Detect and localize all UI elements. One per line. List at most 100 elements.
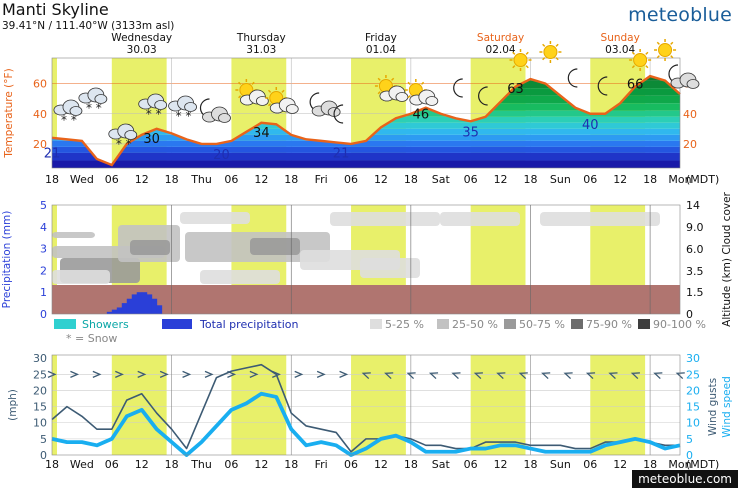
wind-tick-right: 20 <box>686 384 700 397</box>
sun-cloud-icon <box>379 85 409 102</box>
temp-frame <box>51 57 681 169</box>
precip-bar <box>156 305 163 314</box>
cloud-cover-patch <box>52 232 95 238</box>
temp-tick-left: 20 <box>33 138 47 151</box>
precip-bar <box>151 298 158 314</box>
daylight-band <box>52 205 57 314</box>
time-tick: Sat <box>432 173 451 186</box>
time-tick: 06 <box>464 173 478 186</box>
time-tick: 18 <box>165 173 179 186</box>
temp-label: 66 <box>627 78 644 93</box>
total-precip-swatch <box>162 319 192 329</box>
wind-direction-arrow <box>272 370 281 378</box>
wind-tick-right: 0 <box>686 449 693 462</box>
wind-panel: 0 0 5 5 10 10 15 15 20 20 25 25 30 30 (mph) Wind gusts W… <box>7 352 733 462</box>
day-name: Sunday <box>600 32 640 44</box>
precip-tick: 4 <box>40 221 47 234</box>
daylight-band <box>111 355 167 455</box>
time-tick: 06 <box>105 458 119 471</box>
wind-direction-arrow <box>182 370 192 378</box>
wind-direction-arrow <box>294 370 304 378</box>
time-tick: 18 <box>45 173 59 186</box>
wind-direction-arrow <box>518 372 528 380</box>
temp-tick-left: 40 <box>33 108 47 121</box>
wind-tick-left: 20 <box>33 384 47 397</box>
temp-label: 21 <box>333 146 350 161</box>
wind-direction-arrow <box>204 370 214 378</box>
precip-bar <box>121 303 128 314</box>
time-unit: (MDT) <box>686 173 719 186</box>
cloud-cover-label: 25-50 % <box>452 318 498 331</box>
brand-logo[interactable]: meteoblue <box>628 4 732 26</box>
moon-cloud-icon <box>670 72 700 89</box>
time-axis-top: 18 Wed 06 12 18 Thu 06 12 18 Fri 06 12 18 Sat 06 12 18 Su… <box>45 173 719 186</box>
time-tick: 06 <box>224 173 238 186</box>
gust-axis-label: Wind gusts <box>707 378 719 436</box>
time-tick: Wed <box>70 173 94 186</box>
altitude-tick: 9.0 <box>686 221 704 234</box>
location-coordinates: 39.41°N / 111.40°W (3133m asl) <box>2 20 175 32</box>
wind-direction-arrow <box>361 372 371 380</box>
sun-icon <box>629 49 652 71</box>
cloud-cover-swatch <box>571 319 583 329</box>
snow-cloud-icon: * * <box>168 95 197 123</box>
total-precip-label: Total precipitation <box>199 318 299 331</box>
time-tick: Mon <box>668 173 691 186</box>
snow-cloud-icon: * * <box>78 87 108 115</box>
cloud-cover-patch <box>180 212 250 224</box>
wind-tick-right: 10 <box>686 417 700 430</box>
cloud-cover-swatch <box>437 319 449 329</box>
cloud-axis-label: Altitude (km) Cloud cover <box>721 191 733 326</box>
precip-bar <box>126 298 133 314</box>
snow-cloud-icon: * * <box>108 123 138 151</box>
precip-bar <box>141 292 148 314</box>
temp-color-band <box>52 160 680 168</box>
snow-legend: * = Snow <box>66 332 117 345</box>
precip-bar <box>131 294 138 314</box>
precip-bar <box>136 292 143 314</box>
wind-direction-arrow <box>630 372 640 380</box>
temp-label: 20 <box>213 148 230 163</box>
cloud-cover-label: 90-100 % <box>653 318 706 331</box>
wind-direction-arrow <box>384 372 394 380</box>
snow-icon: * * <box>176 109 192 123</box>
wind-direction-arrow <box>496 372 506 380</box>
wind-tick-left: 5 <box>40 433 47 446</box>
time-tick: 06 <box>583 458 597 471</box>
moon-icon <box>333 104 344 124</box>
cloud-cover-patch <box>130 240 170 255</box>
temp-label: 34 <box>253 126 270 141</box>
wind-direction-arrow <box>473 372 483 380</box>
sun-icon <box>539 41 562 63</box>
time-axis-bottom: 18 Wed 06 12 18 Thu 06 12 18 Fri 06 12 18 Sat 06 12 18 Su… <box>45 458 719 471</box>
moon-icon <box>567 68 578 88</box>
cloud-cover-patch <box>330 212 440 226</box>
temp-label: 46 <box>413 108 430 123</box>
wind-tick-left: 0 <box>40 449 47 462</box>
wind-direction-arrow <box>653 372 663 380</box>
snow-icon: * * <box>86 101 102 115</box>
wind-direction-arrow <box>608 372 618 380</box>
temp-label: 40 <box>582 118 599 133</box>
wind-tick-right: 5 <box>686 433 693 446</box>
time-tick: Sat <box>432 458 451 471</box>
wind-tick-left: 10 <box>33 417 47 430</box>
day-date: 01.04 <box>365 44 396 56</box>
temp-color-band <box>52 140 680 147</box>
footer-brand-link[interactable]: meteoblue.com <box>632 470 738 488</box>
wind-direction-arrow <box>339 370 349 378</box>
time-unit: (MDT) <box>686 458 719 471</box>
time-tick: Sun <box>550 458 571 471</box>
wind-axis-label: (mph) <box>7 389 19 421</box>
temp-color-band <box>52 146 680 153</box>
wind-tick-left: 30 <box>33 352 47 365</box>
wind-direction-arrow <box>451 372 461 380</box>
wind-frame <box>51 354 681 456</box>
time-tick: Mon <box>668 458 691 471</box>
precip-bar <box>111 309 118 314</box>
wind-direction-arrow <box>227 370 237 378</box>
time-tick: 06 <box>344 173 358 186</box>
wind-direction-arrow <box>585 372 596 380</box>
